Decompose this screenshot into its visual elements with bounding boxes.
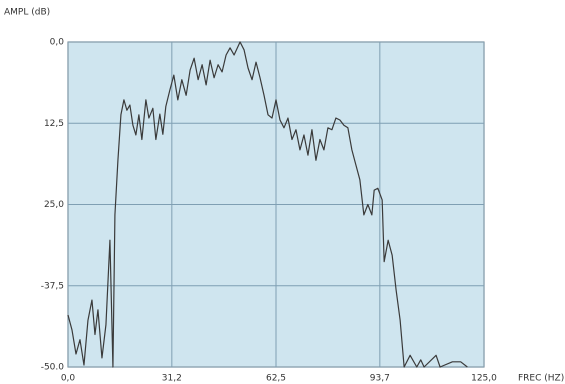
y-tick-label: 0,0	[50, 38, 65, 48]
y-tick-label: -50.0	[41, 363, 65, 373]
y-tick-label: -37,5	[41, 281, 64, 291]
y-tick-label: 25,0	[44, 200, 64, 210]
x-tick-label: 0,0	[61, 374, 76, 384]
x-tick-label: 93,7	[370, 374, 390, 384]
x-tick-label: 62,5	[266, 374, 286, 384]
x-axis-label: FREC (HZ)	[518, 374, 564, 384]
y-axis-label: AMPL (dB)	[4, 8, 50, 18]
x-tick-label: 125,0	[471, 374, 497, 384]
x-tick-label: 31,2	[162, 374, 182, 384]
line	[67, 41, 468, 368]
y-tick-label: 12,5	[44, 119, 64, 129]
